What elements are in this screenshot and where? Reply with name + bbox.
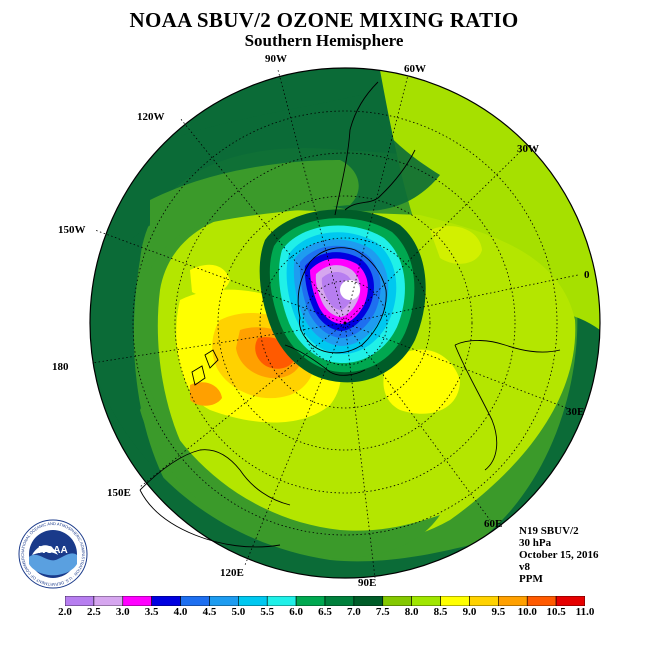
- version-label: v8: [519, 561, 530, 573]
- longitude-labels: 90W 60W 30W 0 30E 60E 90E 120E 150E 180 …: [52, 53, 590, 589]
- colorbar-swatch: [498, 596, 528, 606]
- colorbar-tick-label: 7.0: [347, 606, 361, 618]
- lon-label-60e: 60E: [484, 518, 502, 530]
- map-info: N19 SBUV/2 30 hPa October 15, 2016 v8 PP…: [519, 525, 599, 585]
- colorbar-swatch: [122, 596, 152, 606]
- lon-label-180: 180: [52, 361, 69, 373]
- lon-label-150w: 150W: [58, 224, 86, 236]
- colorbar-tick-label: 5.5: [260, 606, 275, 618]
- lon-label-120w: 120W: [137, 111, 165, 123]
- colorbar-swatch: [324, 596, 355, 606]
- colorbar-swatch: [440, 596, 470, 606]
- colorbar-swatch: [151, 596, 181, 606]
- colorbar-swatch: [526, 596, 557, 606]
- lon-label-0: 0: [584, 269, 590, 281]
- noaa-logo: NOAA NATIONAL OCEANIC AND ATMOSPHERIC AD…: [18, 519, 88, 589]
- date-label: October 15, 2016: [519, 549, 599, 561]
- lon-label-90e: 90E: [358, 577, 376, 589]
- colorbar-tick-label: 9.5: [491, 606, 506, 618]
- colorbar-swatch: [295, 596, 326, 606]
- colorbar-swatch: [555, 596, 585, 606]
- map-title: NOAA SBUV/2 OZONE MIXING RATIO: [129, 8, 519, 32]
- unit-label: PPM: [519, 573, 543, 585]
- longitude-gridlines: [91, 69, 579, 579]
- colorbar-labels: 2.0 2.5 3.0 3.5 4.0 4.5 5.0 5.5 6.0 6.5 7.0 7.5 8.0 8…: [0, 606, 648, 620]
- colorbar-swatch: [93, 596, 124, 606]
- ozone-field: [90, 68, 600, 578]
- colorbar-swatch: [209, 596, 239, 606]
- latitude-gridlines: [132, 110, 558, 536]
- satellite-label: N19 SBUV/2: [519, 525, 579, 537]
- logo-text: NOAA: [38, 545, 67, 556]
- colorbar-tick-label: 3.5: [144, 606, 159, 618]
- colorbar-swatch: [238, 596, 268, 606]
- colorbar-tick-label: 6.5: [318, 606, 332, 618]
- colorbar-swatch: [266, 596, 297, 606]
- colorbar-tick-label: 4.0: [173, 606, 188, 618]
- colorbar-tick-label: 9.0: [462, 606, 477, 618]
- lon-label-30w: 30W: [517, 143, 539, 155]
- pressure-level: 30 hPa: [519, 537, 552, 549]
- map-subtitle: Southern Hemisphere: [244, 31, 404, 50]
- lon-label-60w: 60W: [404, 63, 426, 75]
- colorbar: [65, 596, 585, 606]
- colorbar-swatch: [65, 596, 95, 606]
- lon-label-90w: 90W: [265, 53, 287, 65]
- lon-label-120e: 120E: [220, 567, 244, 579]
- colorbar-swatch: [469, 596, 499, 606]
- colorbar-tick-label: 5.0: [231, 606, 246, 618]
- colorbar-tick-label: 2.5: [87, 606, 101, 618]
- colorbar-tick-label: 2.0: [58, 606, 72, 618]
- colorbar-tick-label: 8.0: [404, 606, 419, 618]
- lon-label-30e: 30E: [566, 406, 584, 418]
- colorbar-tick-label: 8.5: [433, 606, 448, 618]
- colorbar-tick-label: 10.0: [517, 606, 537, 618]
- colorbar-swatch: [382, 596, 412, 606]
- colorbar-tick-label: 3.0: [115, 606, 130, 618]
- colorbar-tick-label: 7.5: [375, 606, 390, 618]
- colorbar-tick-label: 4.5: [202, 606, 217, 618]
- colorbar-swatch: [411, 596, 441, 606]
- colorbar-tick-label: 10.5: [546, 606, 566, 618]
- lon-label-150e: 150E: [107, 487, 131, 499]
- colorbar-tick-label: 11.0: [575, 606, 595, 618]
- colorbar-tick-label: 6.0: [289, 606, 303, 618]
- continent-outlines: [139, 81, 561, 548]
- colorbar-swatch: [180, 596, 210, 606]
- map-boundary: [89, 67, 601, 579]
- colorbar-swatch: [353, 596, 384, 606]
